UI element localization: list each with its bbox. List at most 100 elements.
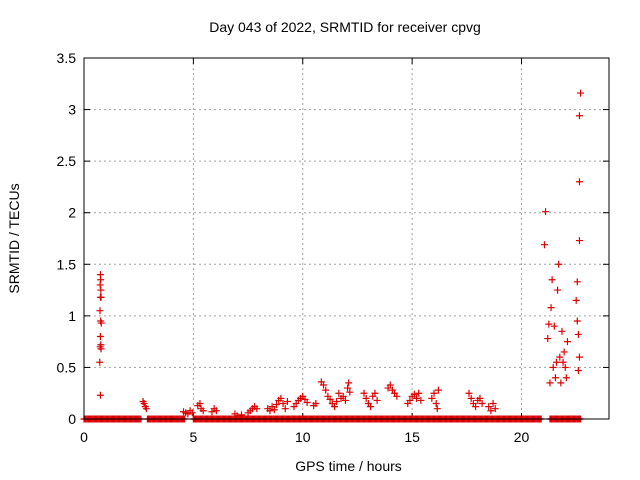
data-point [478,400,486,408]
data-point [212,407,220,415]
data-point [550,322,558,330]
data-point [430,389,438,397]
data-point [339,392,347,400]
data-point [573,278,581,286]
data-point [266,407,274,415]
data-point [547,304,555,312]
data-point [188,409,196,417]
data-point [406,396,414,404]
axis-ticks: 0 0.5 1 1.5 2 2.5 3 3.5 0 5 10 15 20 [57,50,609,445]
data-point [96,358,104,366]
data-point [333,397,341,405]
y-tick-label: 3 [68,102,76,118]
data-point [551,374,559,382]
data-point [97,286,105,294]
data-point [199,407,207,415]
data-point [549,363,557,371]
data-point [270,406,278,414]
data-point [540,241,548,249]
data-point [574,367,582,375]
data-point [433,405,441,413]
data-point [556,353,564,361]
y-tick-label: 3.5 [57,50,77,66]
y-tick-label: 0.5 [57,359,77,375]
y-tick-label: 2.5 [57,153,77,169]
data-point [413,394,420,402]
data-point [279,400,287,408]
y-tick-label: 1 [68,308,76,324]
data-point [573,317,581,325]
data-point [572,296,580,304]
data-point [574,330,582,338]
data-point [273,401,280,409]
data-point [559,358,567,366]
y-tick-label: 2 [68,205,76,221]
data-point [575,353,583,361]
data-point [320,381,328,389]
data-point [196,400,204,408]
data-point [577,89,585,97]
data-point [140,400,148,408]
data-point [362,394,370,402]
data-point [253,405,261,413]
data-point [322,386,330,394]
data-point [330,403,338,411]
data-point [281,405,289,413]
data-point [345,379,353,387]
data-point [487,407,495,415]
plot-frame [83,57,610,420]
x-tick-label: 10 [295,429,311,445]
data-point [575,178,583,186]
data-point [97,345,105,353]
data-point [303,398,311,406]
data-point [491,405,499,413]
data-point [485,403,493,411]
data-point [476,394,484,402]
data-point [465,389,473,397]
y-axis-label: SRMTID / TECUs [6,183,22,293]
data-point [542,208,550,216]
data-point [96,332,104,340]
data-point [360,389,368,397]
data-point [560,348,568,356]
data-point [341,396,349,404]
data-point [371,389,379,397]
data-point [326,395,334,403]
data-point [557,379,565,387]
data-point [562,374,570,382]
data-point [548,276,556,284]
chart-title: Day 043 of 2022, SRMTID for receiver cpv… [209,19,481,35]
data-point [546,379,554,387]
y-tick-label: 1.5 [57,256,77,272]
data-point [277,394,285,402]
data-point [312,400,320,408]
x-tick-label: 0 [80,429,88,445]
y-tick-label: 0 [68,411,76,427]
data-point [553,358,560,366]
data-point [545,320,553,328]
data-point [344,384,352,392]
x-tick-label: 5 [189,429,197,445]
data-point [561,363,569,371]
data-point [367,403,375,411]
data-point [432,400,440,408]
data-point [563,338,571,346]
x-tick-label: 20 [514,429,530,445]
x-tick-label: 15 [404,429,420,445]
data-point [417,396,425,404]
data-point [97,319,105,327]
data-point [554,286,562,294]
data-point [489,400,497,408]
x-axis-label: GPS time / hours [295,458,402,474]
data-point [467,394,475,402]
data-point [96,307,104,315]
data-point [393,392,401,400]
data-point [415,389,423,397]
data-point [575,237,583,245]
data-point [555,260,563,268]
data-point [472,403,480,411]
data-point [428,394,436,402]
data-point [97,293,105,301]
